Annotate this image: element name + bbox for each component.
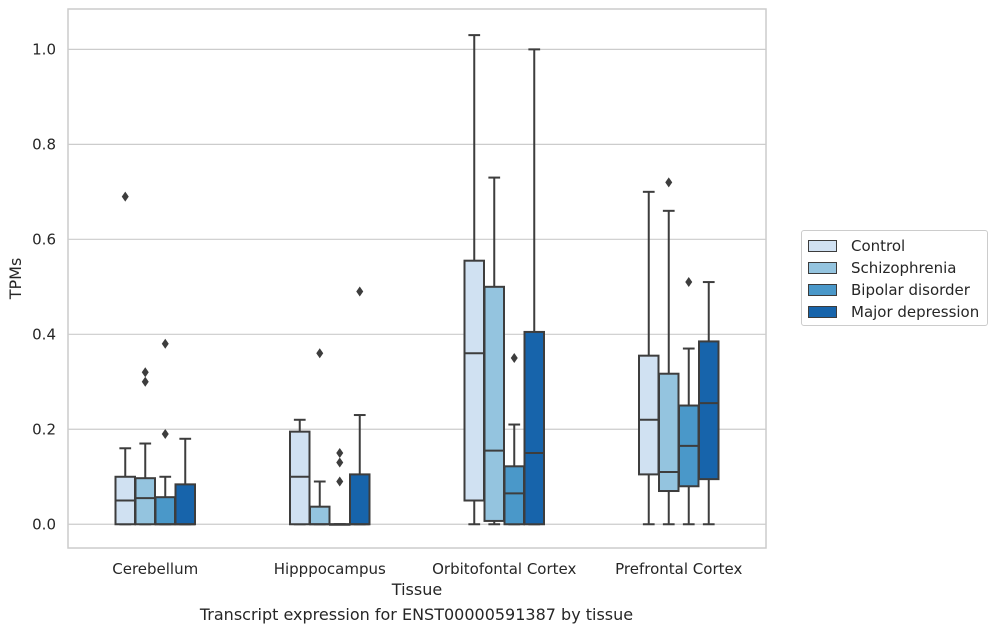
y-tick-label: 0.4 <box>32 325 56 343</box>
x-tick-label: Hipppocampus <box>274 560 386 578</box>
box-schizophrenia <box>309 505 331 526</box>
legend-label-control: Control <box>851 237 906 255</box>
outlier-point <box>121 191 129 202</box>
outlier-point <box>336 448 344 459</box>
outlier-point <box>510 353 518 364</box>
box-schizophrenia <box>134 477 156 526</box>
box-bipolar-disorder <box>154 496 176 526</box>
box-bipolar-disorder <box>503 465 525 526</box>
x-tick-label: Prefrontal Cortex <box>615 560 742 578</box>
legend-swatch-bipolar-disorder <box>808 284 837 296</box>
outlier-point <box>665 177 673 188</box>
legend-label-schizophrenia: Schizophrenia <box>851 259 957 277</box>
box-control <box>289 430 311 526</box>
legend-label-major-depression: Major depression <box>851 303 980 321</box>
legend-item-control: Control <box>808 236 905 256</box>
outlier-point <box>356 286 364 297</box>
box-major-depression <box>174 483 196 526</box>
box-schizophrenia <box>483 285 505 522</box>
outlier-point <box>161 338 169 349</box>
box-control <box>463 259 485 502</box>
y-tick-label: 0.6 <box>32 230 56 248</box>
plot-frame <box>67 8 767 549</box>
outlier-point <box>161 429 169 440</box>
outlier-point <box>141 376 149 387</box>
legend-swatch-schizophrenia <box>808 262 837 274</box>
box-control <box>638 354 660 476</box>
outlier-point <box>316 348 324 359</box>
outlier-point <box>141 367 149 378</box>
legend-swatch-control <box>808 240 837 252</box>
x-tick-label: Cerebellum <box>112 560 198 578</box>
box-major-depression <box>349 473 371 526</box>
legend-item-schizophrenia: Schizophrenia <box>808 258 956 278</box>
figure-caption: Transcript expression for ENST0000059138… <box>199 605 634 624</box>
y-axis-label: TPMs <box>6 258 25 301</box>
legend-label-bipolar-disorder: Bipolar disorder <box>851 281 970 299</box>
legend-item-major-depression: Major depression <box>808 302 979 322</box>
x-tick-label: Orbitofontal Cortex <box>432 560 576 578</box>
outlier-point <box>685 277 693 288</box>
legend-item-bipolar-disorder: Bipolar disorder <box>808 280 970 300</box>
box-major-depression <box>523 330 545 526</box>
legend: Control Schizophrenia Bipolar disorder M… <box>801 230 988 326</box>
y-tick-label: 1.0 <box>32 40 56 58</box>
box-major-depression <box>698 340 720 481</box>
legend-swatch-major-depression <box>808 306 837 318</box>
y-tick-label: 0.8 <box>32 135 56 153</box>
y-tick-label: 0.0 <box>32 515 56 533</box>
y-tick-label: 0.2 <box>32 420 56 438</box>
x-axis-label: Tissue <box>391 580 442 599</box>
box-schizophrenia <box>658 372 680 493</box>
outlier-point <box>336 457 344 468</box>
outlier-point <box>336 476 344 487</box>
